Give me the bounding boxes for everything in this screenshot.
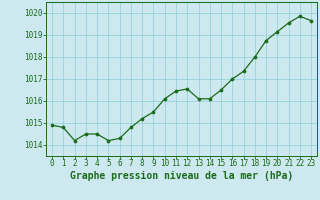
X-axis label: Graphe pression niveau de la mer (hPa): Graphe pression niveau de la mer (hPa) (70, 171, 293, 181)
